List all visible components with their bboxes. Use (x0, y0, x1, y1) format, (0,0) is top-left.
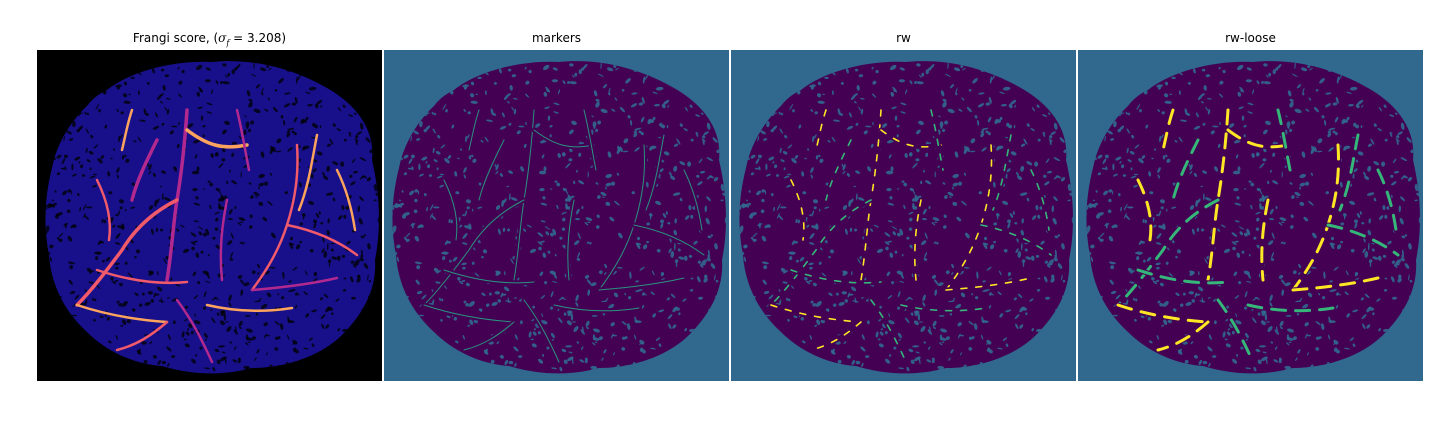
vessel-label (930, 109, 944, 171)
vessel-label (790, 269, 882, 284)
panel-title-markers: markers (531, 31, 582, 45)
vessel-network (1115, 107, 1401, 365)
vessel-label (1206, 108, 1230, 282)
panel-canvas (1078, 50, 1423, 381)
vessel-label (1116, 303, 1210, 324)
vessel-label (1136, 178, 1153, 242)
vessel (130, 138, 159, 202)
panel-title-frangi: Frangi score, (σf = 3.208) (132, 31, 287, 48)
vessel (120, 108, 134, 152)
panel-canvas (37, 50, 382, 381)
vessel (185, 128, 249, 149)
vessel-label (810, 321, 862, 351)
rw-loose-image (1078, 50, 1423, 381)
vessel (219, 198, 229, 282)
vessel-label (443, 269, 535, 284)
vessel-network (421, 107, 707, 365)
vessel-label (880, 129, 942, 148)
vessel (978, 222, 1054, 258)
panel-canvas (384, 50, 729, 381)
tissue-region (392, 61, 726, 374)
vessel (235, 108, 251, 172)
vessel-label (1161, 108, 1175, 152)
vessel-network (75, 108, 359, 364)
vessel-label (1276, 108, 1292, 172)
vessel-label (1030, 169, 1050, 231)
vessel-label (1216, 298, 1255, 364)
rw-image (731, 50, 1076, 381)
vessel-label (790, 179, 805, 241)
vessel-label (463, 321, 515, 351)
vessel (115, 320, 169, 352)
vessel-label (423, 199, 525, 306)
vessel (285, 223, 359, 257)
vessel-label (770, 199, 872, 306)
vessel-label (598, 277, 685, 291)
vessel-label (583, 109, 597, 171)
vessel-label (443, 179, 458, 241)
vessel (175, 298, 214, 364)
vessel-label (1260, 198, 1270, 282)
vessel-label (1246, 303, 1335, 313)
vessel-label (815, 109, 827, 151)
vessel (205, 303, 294, 312)
panel-title-rw-loose: rw-loose (1225, 31, 1276, 45)
tissue-region (1086, 61, 1420, 374)
vessel-label (1326, 223, 1400, 257)
vessel-label (870, 299, 907, 363)
vessel (912, 197, 924, 283)
vessel-label (1171, 138, 1200, 202)
vessel (990, 132, 1014, 213)
vessel-label (1156, 320, 1210, 352)
vessel (335, 168, 357, 232)
vessel-label (1226, 128, 1290, 149)
vessel-label (567, 199, 575, 281)
vessel-label (1136, 268, 1230, 285)
vessel (250, 276, 339, 292)
vessel-label (533, 129, 595, 148)
tissue-region (739, 61, 1073, 374)
vessel-label (683, 169, 703, 231)
vessel-label (553, 304, 640, 312)
vessel (75, 198, 179, 307)
panel-title-rw: rw (896, 31, 911, 45)
vessel-label (945, 277, 1032, 291)
vessel (95, 268, 189, 285)
vessel-label (1291, 276, 1380, 292)
vessel (75, 303, 169, 324)
vessel-label (1116, 198, 1220, 307)
vessel (297, 133, 319, 212)
panel-canvas (731, 50, 1076, 381)
vessel-label (468, 109, 480, 151)
vessel (95, 178, 112, 242)
vessel-label (1338, 133, 1360, 212)
vessel-label (900, 304, 987, 312)
vessel-label (423, 304, 515, 323)
vessel-network (768, 107, 1054, 365)
vessel-label (478, 139, 505, 201)
frangi-score-image (37, 50, 382, 381)
vessel-label (825, 139, 852, 201)
tissue-region (45, 61, 379, 374)
vessel-label (523, 299, 560, 363)
vessel-label (770, 304, 862, 323)
vessel-label (633, 224, 705, 256)
vessel-label (645, 134, 665, 211)
markers-image (384, 50, 729, 381)
vessel-label (1376, 168, 1398, 232)
